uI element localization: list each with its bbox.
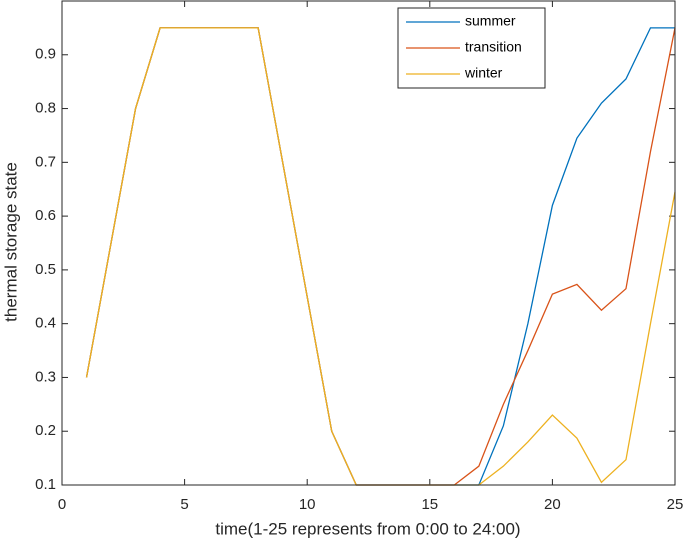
- legend-label: summer: [465, 13, 516, 29]
- axes-box: [61, 0, 676, 486]
- y-tick-label: 0.3: [35, 368, 56, 385]
- y-axis-label: thermal storage state: [1, 162, 20, 322]
- y-tick-label: 0.5: [35, 261, 56, 278]
- x-tick-label: 5: [180, 496, 188, 513]
- y-tick-label: 0.7: [35, 153, 56, 170]
- x-axis-label: time(1-25 represents from 0:00 to 24:00): [215, 519, 520, 538]
- x-tick-label: 0: [58, 496, 66, 513]
- x-tick-label: 25: [667, 496, 684, 513]
- y-tick-label: 0.9: [35, 46, 56, 63]
- y-tick-label: 0.6: [35, 207, 56, 224]
- plot-area: [62, 1, 675, 485]
- x-tick-label: 15: [421, 496, 438, 513]
- y-tick-label: 0.2: [35, 422, 56, 439]
- legend-label: transition: [465, 39, 522, 55]
- y-tick-label: 0.8: [35, 100, 56, 117]
- x-tick-label: 10: [299, 496, 316, 513]
- legend-label: winter: [464, 65, 503, 81]
- x-tick-label: 20: [544, 496, 561, 513]
- y-tick-label: 0.4: [35, 315, 56, 332]
- y-tick-label: 0.1: [35, 476, 56, 493]
